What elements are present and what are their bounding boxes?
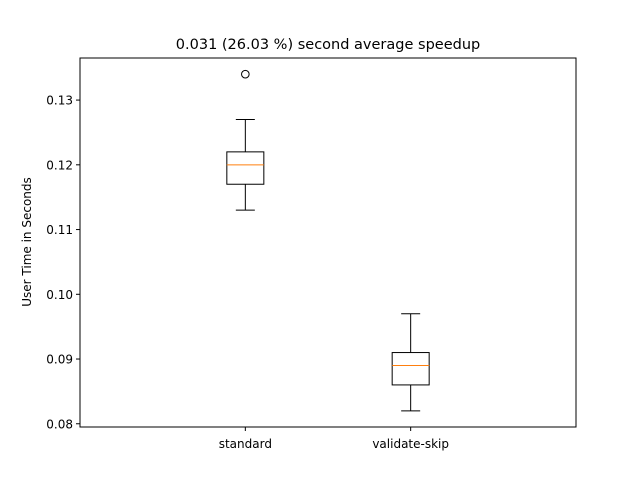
y-tick-label: 0.10 — [46, 288, 73, 302]
outlier-point — [241, 69, 250, 79]
axes-frame — [79, 57, 577, 428]
box — [391, 352, 430, 386]
x-tick-label: standard — [219, 437, 272, 451]
y-tick-label: 0.12 — [46, 158, 73, 172]
y-axis-label: User Time in Seconds — [20, 177, 34, 307]
chart-title: 0.031 (26.03 %) second average speedup — [176, 37, 480, 53]
x-tick-label: validate-skip — [372, 437, 449, 451]
box — [226, 151, 265, 185]
y-tick-label: 0.09 — [46, 353, 73, 367]
plot-area: 0.08 0.09 0.10 0.11 0.12 0.13 standard validate… — [46, 57, 577, 451]
y-tick-label: 0.08 — [46, 417, 73, 431]
y-tick-label: 0.11 — [46, 223, 73, 237]
y-tick-label: 0.13 — [46, 94, 73, 108]
